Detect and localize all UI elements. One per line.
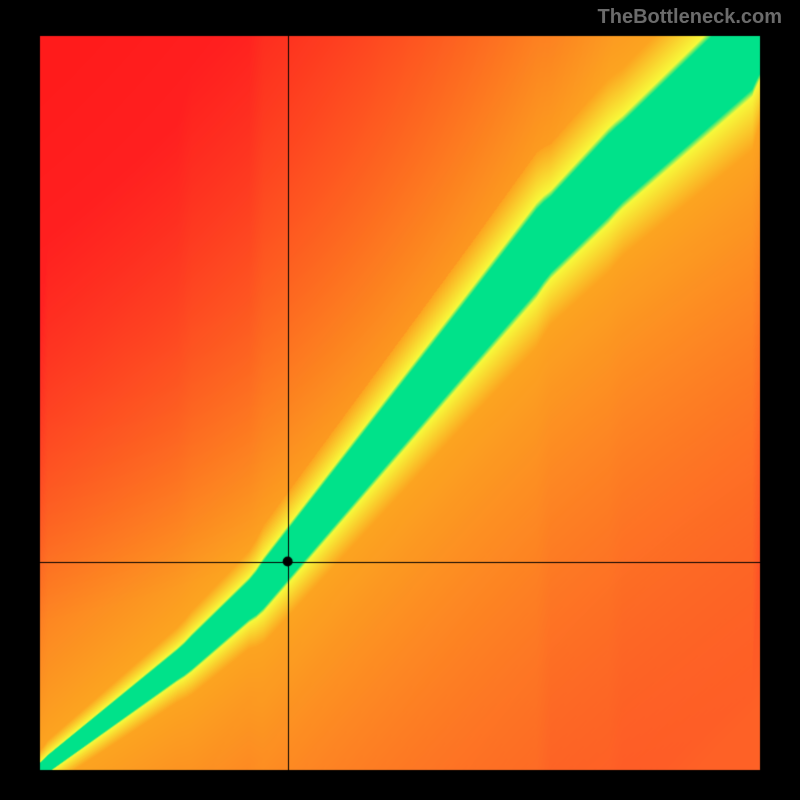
bottleneck-heatmap — [0, 0, 800, 800]
attribution-text: TheBottleneck.com — [598, 6, 782, 29]
chart-container: TheBottleneck.com — [0, 0, 800, 800]
